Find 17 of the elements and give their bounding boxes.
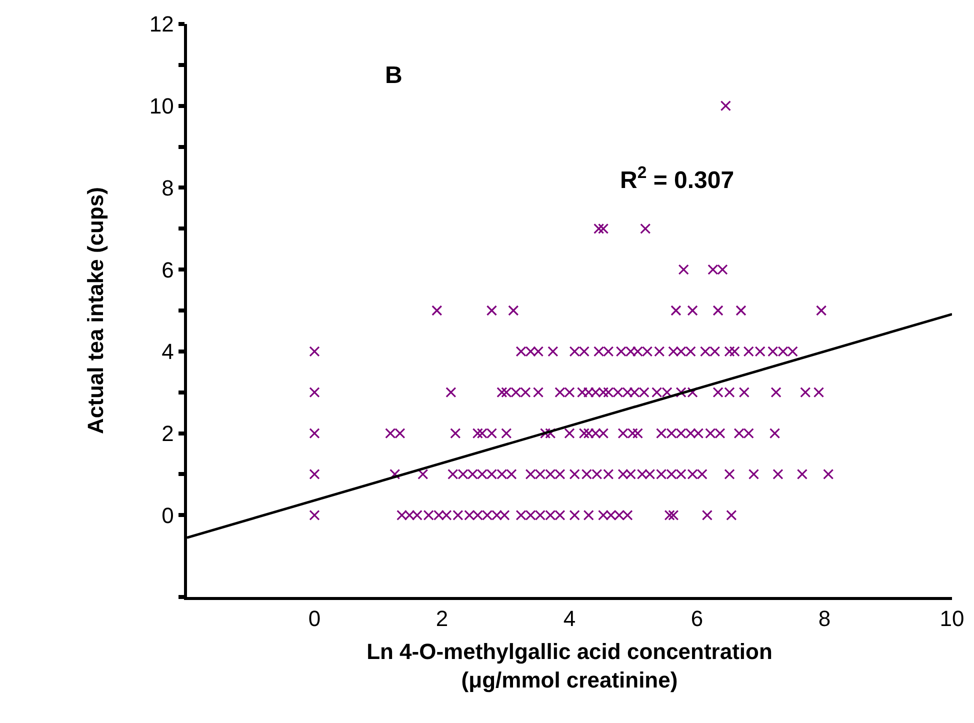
y-tick-label: 0 — [162, 502, 174, 528]
y-tick-label: 2 — [162, 420, 174, 446]
x-axis-title: Ln 4-O-methylgallic acid concentration (μg/mmol creatinine) — [366, 639, 772, 693]
y-axis-title: Actual tea intake (cups) — [83, 187, 108, 434]
x-tick-label: 4 — [563, 606, 576, 632]
x-tick-label: 6 — [690, 606, 704, 632]
y-tick-label: 8 — [162, 175, 174, 200]
x-tick-label: 0 — [308, 606, 321, 632]
x-tick-label: 2 — [436, 606, 448, 632]
x-tick-label: 8 — [818, 606, 831, 632]
annotation: R$^{2}$ = 0.307 — [620, 163, 734, 194]
y-tick-label: 10 — [149, 94, 174, 119]
annotation: B — [385, 62, 402, 89]
y-tick-label: 4 — [162, 339, 174, 364]
x-tick-label: 10 — [940, 606, 964, 632]
y-tick-label: 12 — [149, 12, 174, 37]
y-tick-label: 6 — [162, 257, 174, 282]
